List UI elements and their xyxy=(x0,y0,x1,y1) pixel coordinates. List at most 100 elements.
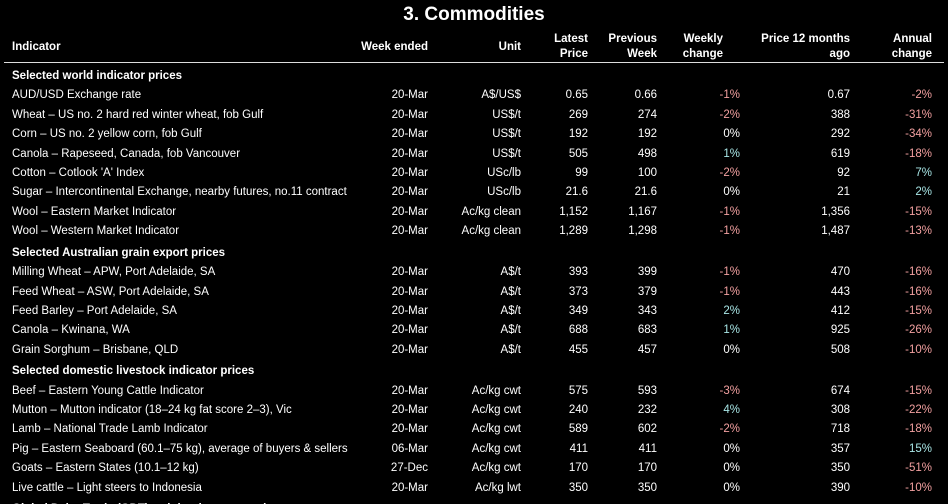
cell: 1% xyxy=(723,324,740,337)
cell: 308 xyxy=(830,404,850,416)
cell: 7% xyxy=(915,167,932,179)
cell: 457 xyxy=(637,343,657,356)
cell: 20-Mar xyxy=(391,205,428,218)
cell: 20-Mar xyxy=(391,404,428,416)
cell: 20-Mar xyxy=(391,186,428,199)
cell: -16% xyxy=(905,285,932,298)
cell: Grain Sorghum – Brisbane, QLD xyxy=(12,343,179,356)
section-heading: Selected Australian grain export prices xyxy=(12,246,226,259)
cell: 20-Mar xyxy=(391,266,428,279)
cell: Feed Wheat – ASW, Port Adelaide, SA xyxy=(12,285,209,298)
cell: Beef – Eastern Young Cattle Indicator xyxy=(12,384,204,397)
cell: -3% xyxy=(719,384,740,397)
cell: Canola – Rapeseed, Canada, fob Vancouver xyxy=(12,147,241,160)
cell: 269 xyxy=(568,108,588,121)
cell: -13% xyxy=(905,225,932,238)
cell: Corn – US no. 2 yellow corn, fob Gulf xyxy=(12,128,202,141)
cell: Live cattle – Light steers to Indonesia xyxy=(12,481,202,494)
cell: Ac/kg cwt xyxy=(471,384,521,397)
title: 3. Commodities xyxy=(403,4,545,25)
cell: Ac/kg cwt xyxy=(471,404,521,416)
cell: 1,298 xyxy=(628,225,657,238)
cell: 683 xyxy=(637,324,657,337)
cell: Milling Wheat – APW, Port Adelaide, SA xyxy=(12,266,216,279)
cell: 20-Mar xyxy=(391,108,428,121)
cell: Ac/kg clean xyxy=(461,225,521,238)
cell: -31% xyxy=(905,108,932,121)
cell: -15% xyxy=(905,384,932,397)
cell: -1% xyxy=(719,285,740,298)
cell: Lamb – National Trade Lamb Indicator xyxy=(12,423,208,436)
cell: Pig – Eastern Seaboard (60.1–75 kg), ave… xyxy=(12,442,348,455)
cell: 343 xyxy=(637,304,657,317)
cell: 20-Mar xyxy=(391,423,428,436)
cell: 470 xyxy=(830,266,850,279)
cell: -34% xyxy=(905,128,932,141)
header-rule xyxy=(4,62,944,63)
cell: Wool – Western Market Indicator xyxy=(12,225,180,238)
cell: 170 xyxy=(637,462,657,475)
cell: Ac/kg lwt xyxy=(474,481,521,494)
cell: 21 xyxy=(837,186,850,199)
cell: 379 xyxy=(637,285,657,298)
cell: 925 xyxy=(830,324,850,337)
cell: 0.66 xyxy=(634,89,657,102)
column-header: Weekly change xyxy=(682,33,723,60)
column-header: Week ended xyxy=(361,40,428,53)
cell: 357 xyxy=(830,442,850,455)
cell: 15% xyxy=(908,442,932,455)
cell: 455 xyxy=(568,343,588,356)
cell: 0% xyxy=(723,128,740,141)
cell: 1,152 xyxy=(559,205,588,218)
cell: Cotton – Cotlook 'A' Index xyxy=(12,167,145,179)
cell: USc/lb xyxy=(487,186,521,199)
cell: 20-Mar xyxy=(391,89,428,102)
cell: 411 xyxy=(569,442,588,455)
cell: -1% xyxy=(719,205,740,218)
cell: Mutton – Mutton indicator (18–24 kg fat … xyxy=(12,404,292,416)
cell: 718 xyxy=(830,423,850,436)
cell: 1,167 xyxy=(628,205,657,218)
cell: 350 xyxy=(637,481,657,494)
cell: 292 xyxy=(830,128,850,141)
cell: 349 xyxy=(568,304,588,317)
cell: AUD/USD Exchange rate xyxy=(12,89,142,102)
cell: Ac/kg cwt xyxy=(471,423,521,436)
cell: A$/t xyxy=(500,266,521,279)
cell: 20-Mar xyxy=(391,225,428,238)
cell: 20-Mar xyxy=(391,324,428,337)
cell: -2% xyxy=(719,167,740,179)
cell: -26% xyxy=(905,324,932,337)
cell: A$/t xyxy=(500,304,521,317)
section-heading: Selected world indicator prices xyxy=(12,70,182,82)
cell: 27-Dec xyxy=(390,462,428,475)
cell: 0% xyxy=(723,481,740,494)
cell: Sugar – Intercontinental Exchange, nearb… xyxy=(12,186,347,199)
cell: 240 xyxy=(568,404,588,416)
cell: 350 xyxy=(830,462,850,475)
column-header: Indicator xyxy=(12,40,61,53)
cell: 393 xyxy=(568,266,588,279)
cell: -2% xyxy=(911,89,932,102)
cell: 170 xyxy=(568,462,588,475)
cell: -10% xyxy=(905,481,932,494)
cell: -22% xyxy=(905,404,932,416)
cell: US$/t xyxy=(492,147,521,160)
cell: 593 xyxy=(637,384,657,397)
cell: 399 xyxy=(637,266,657,279)
cell: 192 xyxy=(568,128,588,141)
cell: -16% xyxy=(905,266,932,279)
cell: 0.65 xyxy=(565,89,588,102)
cell: 20-Mar xyxy=(391,128,428,141)
cell: 2% xyxy=(915,186,932,199)
cell: 06-Mar xyxy=(391,442,428,455)
cell: 100 xyxy=(637,167,657,179)
cell: 0% xyxy=(723,186,740,199)
cell: 20-Mar xyxy=(391,384,428,397)
cell: Goats – Eastern States (10.1–12 kg) xyxy=(12,462,199,475)
cell: 412 xyxy=(830,304,850,317)
column-header: Price 12 months ago xyxy=(761,33,850,60)
cell: US$/t xyxy=(492,128,521,141)
cell: Ac/kg cwt xyxy=(471,442,521,455)
